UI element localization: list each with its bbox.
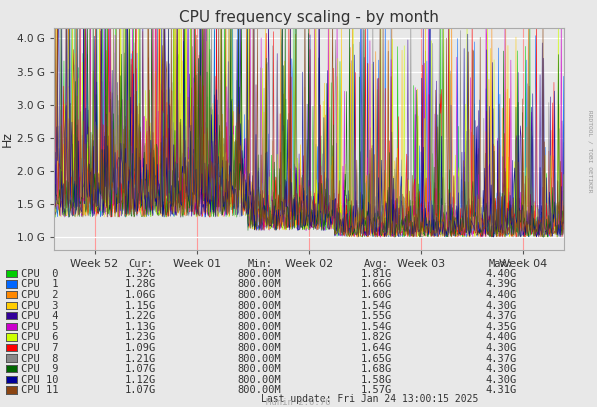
Text: Munin 2.0.76: Munin 2.0.76	[266, 398, 331, 407]
Text: CPU  4: CPU 4	[21, 311, 59, 321]
Text: 4.37G: 4.37G	[486, 311, 517, 321]
Text: 800.00M: 800.00M	[238, 333, 282, 342]
Text: CPU 10: CPU 10	[21, 375, 59, 385]
Text: 1.21G: 1.21G	[125, 354, 156, 363]
Text: CPU 11: CPU 11	[21, 385, 59, 395]
Text: 4.30G: 4.30G	[486, 375, 517, 385]
Text: 4.40G: 4.40G	[486, 269, 517, 279]
Text: 1.66G: 1.66G	[361, 280, 392, 289]
Text: 1.13G: 1.13G	[125, 322, 156, 332]
Text: Avg:: Avg:	[364, 258, 389, 269]
Text: 4.30G: 4.30G	[486, 364, 517, 374]
Text: 1.09G: 1.09G	[125, 343, 156, 353]
Text: 800.00M: 800.00M	[238, 301, 282, 311]
Text: CPU  8: CPU 8	[21, 354, 59, 363]
Text: 1.57G: 1.57G	[361, 385, 392, 395]
Text: 4.37G: 4.37G	[486, 354, 517, 363]
Text: 1.82G: 1.82G	[361, 333, 392, 342]
Text: 4.31G: 4.31G	[486, 385, 517, 395]
Text: 800.00M: 800.00M	[238, 269, 282, 279]
Text: 4.30G: 4.30G	[486, 301, 517, 311]
Text: CPU  7: CPU 7	[21, 343, 59, 353]
Y-axis label: Hz: Hz	[1, 131, 14, 147]
Text: 1.81G: 1.81G	[361, 269, 392, 279]
Text: 1.55G: 1.55G	[361, 311, 392, 321]
Text: 1.07G: 1.07G	[125, 385, 156, 395]
Text: 1.23G: 1.23G	[125, 333, 156, 342]
Text: 1.68G: 1.68G	[361, 364, 392, 374]
Text: 800.00M: 800.00M	[238, 343, 282, 353]
Text: 1.22G: 1.22G	[125, 311, 156, 321]
Text: 800.00M: 800.00M	[238, 311, 282, 321]
Text: CPU  9: CPU 9	[21, 364, 59, 374]
Text: 800.00M: 800.00M	[238, 322, 282, 332]
Text: 800.00M: 800.00M	[238, 354, 282, 363]
Text: 800.00M: 800.00M	[238, 364, 282, 374]
Text: 800.00M: 800.00M	[238, 375, 282, 385]
Text: 1.60G: 1.60G	[361, 290, 392, 300]
Text: 4.39G: 4.39G	[486, 280, 517, 289]
Text: CPU  1: CPU 1	[21, 280, 59, 289]
Text: Max:: Max:	[489, 258, 514, 269]
Text: 800.00M: 800.00M	[238, 280, 282, 289]
Text: CPU  2: CPU 2	[21, 290, 59, 300]
Text: Last update: Fri Jan 24 13:00:15 2025: Last update: Fri Jan 24 13:00:15 2025	[261, 394, 479, 404]
Text: 1.54G: 1.54G	[361, 322, 392, 332]
Text: CPU  3: CPU 3	[21, 301, 59, 311]
Text: 1.64G: 1.64G	[361, 343, 392, 353]
Text: CPU  5: CPU 5	[21, 322, 59, 332]
Text: 1.58G: 1.58G	[361, 375, 392, 385]
Text: 1.12G: 1.12G	[125, 375, 156, 385]
Text: RRDTOOL / TOBI OETIKER: RRDTOOL / TOBI OETIKER	[587, 110, 592, 193]
Text: 800.00M: 800.00M	[238, 290, 282, 300]
Text: 1.54G: 1.54G	[361, 301, 392, 311]
Text: 1.65G: 1.65G	[361, 354, 392, 363]
Text: 1.07G: 1.07G	[125, 364, 156, 374]
Text: 4.40G: 4.40G	[486, 333, 517, 342]
Text: 1.06G: 1.06G	[125, 290, 156, 300]
Text: Cur:: Cur:	[128, 258, 153, 269]
Text: CPU  6: CPU 6	[21, 333, 59, 342]
Text: 4.40G: 4.40G	[486, 290, 517, 300]
Title: CPU frequency scaling - by month: CPU frequency scaling - by month	[179, 9, 439, 24]
Text: 1.15G: 1.15G	[125, 301, 156, 311]
Text: 4.30G: 4.30G	[486, 343, 517, 353]
Text: 1.32G: 1.32G	[125, 269, 156, 279]
Text: 4.35G: 4.35G	[486, 322, 517, 332]
Text: Min:: Min:	[247, 258, 272, 269]
Text: 800.00M: 800.00M	[238, 385, 282, 395]
Text: CPU  0: CPU 0	[21, 269, 59, 279]
Text: 1.28G: 1.28G	[125, 280, 156, 289]
